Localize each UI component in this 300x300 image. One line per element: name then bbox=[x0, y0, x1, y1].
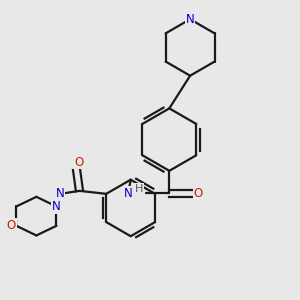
Text: O: O bbox=[6, 219, 16, 232]
Text: N: N bbox=[186, 13, 194, 26]
Text: N: N bbox=[124, 187, 133, 200]
Text: H: H bbox=[135, 184, 143, 194]
Text: O: O bbox=[194, 187, 203, 200]
Text: N: N bbox=[56, 187, 64, 200]
Text: O: O bbox=[74, 155, 83, 169]
Text: N: N bbox=[52, 200, 61, 213]
